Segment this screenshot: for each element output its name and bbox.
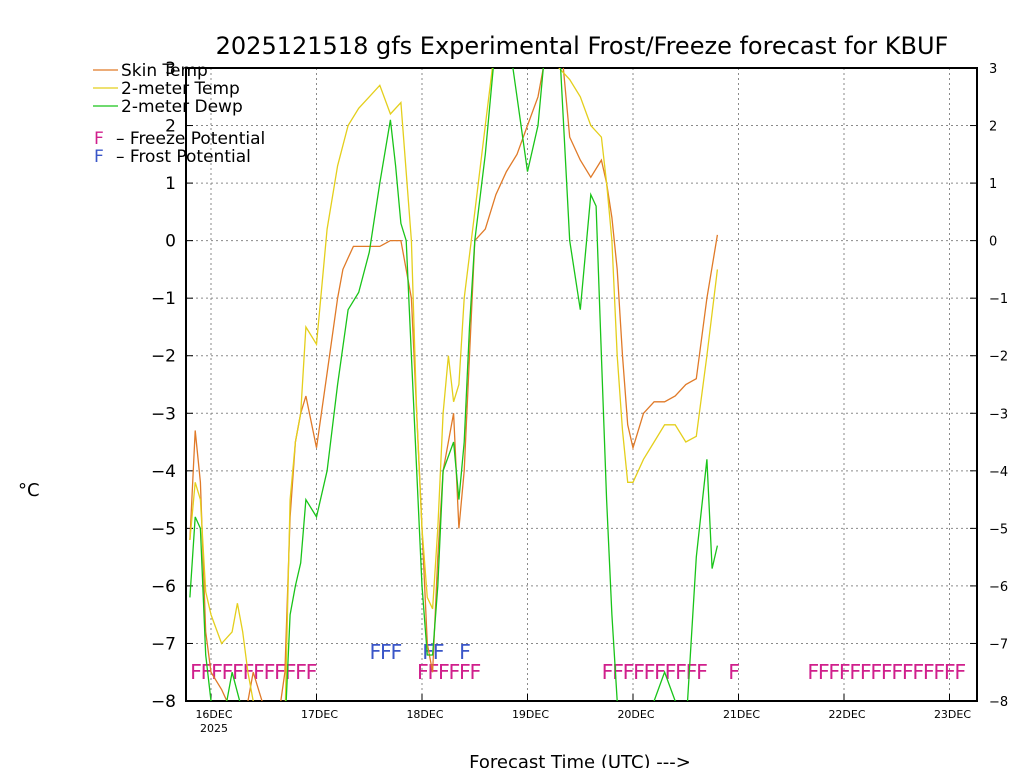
y-tick-label-right: −6 — [989, 580, 1008, 595]
y-tick-label: −4 — [151, 462, 176, 482]
flag-mark-freeze-potential: F — [459, 660, 471, 684]
y-tick-label-right: −2 — [989, 350, 1008, 365]
y-tick-label: −2 — [151, 347, 176, 367]
x-tick-label: 19DEC — [512, 708, 549, 721]
x-tick-sublabel: 2025 — [200, 722, 228, 735]
flag-mark-freeze-potential: F — [891, 660, 903, 684]
flag-mark-frost-potential: F — [369, 640, 381, 664]
flag-legend-symbol: F — [94, 129, 104, 149]
x-tick-label: 16DEC — [195, 708, 232, 721]
y-tick-label-right: −3 — [989, 407, 1008, 422]
y-tick-label: −5 — [151, 519, 176, 539]
series-line-skin-temp — [189, 68, 719, 701]
flag-mark-freeze-potential: F — [633, 660, 645, 684]
y-tick-label: −3 — [151, 404, 176, 424]
legend-label: Skin Temp — [121, 61, 208, 81]
flag-mark-freeze-potential: F — [295, 660, 307, 684]
plot-frame — [185, 67, 978, 702]
y-tick-label: −8 — [151, 692, 176, 712]
x-tick-label: 20DEC — [617, 708, 654, 721]
flag-mark-freeze-potential: F — [728, 660, 740, 684]
flag-mark-freeze-potential: F — [923, 660, 935, 684]
flag-mark-freeze-potential: F — [232, 660, 244, 684]
flag-mark-freeze-potential: F — [622, 660, 634, 684]
series-line-2-meter-dewp — [189, 68, 719, 701]
flag-mark-freeze-potential: F — [860, 660, 872, 684]
flag-mark-freeze-potential: F — [912, 660, 924, 684]
y-tick-label-right: 2 — [989, 120, 997, 135]
flag-mark-frost-potential: F — [380, 640, 392, 664]
y-tick-label-right: −1 — [989, 292, 1008, 307]
flag-mark-freeze-potential: F — [211, 660, 223, 684]
y-axis-label: °C — [18, 480, 40, 501]
x-tick-label: 23DEC — [934, 708, 971, 721]
y-tick-labels-left: 3 2 1 0 −1 −2 −3 −4 −5 −6 −7 −8 — [151, 59, 176, 712]
flag-mark-freeze-potential: F — [601, 660, 613, 684]
x-tick-label: 22DEC — [828, 708, 865, 721]
flag-mark-freeze-potential: F — [807, 660, 819, 684]
flag-mark-freeze-potential: F — [263, 660, 275, 684]
y-tick-label-right: 3 — [989, 62, 997, 77]
y-tick-label-right: 0 — [989, 235, 997, 250]
flag-mark-freeze-potential: F — [870, 660, 882, 684]
flag-mark-freeze-potential: F — [849, 660, 861, 684]
series-lines — [189, 68, 719, 701]
flag-mark-freeze-potential: F — [881, 660, 893, 684]
flag-mark-freeze-potential: F — [818, 660, 830, 684]
x-tick-label: 18DEC — [406, 708, 443, 721]
x-tick-label: 21DEC — [723, 708, 760, 721]
y-tick-label: 1 — [165, 174, 176, 194]
y-tick-label: 3 — [165, 59, 176, 79]
flag-legend-label: – Frost Potential — [116, 147, 251, 167]
y-tick-label-right: −5 — [989, 522, 1008, 537]
flag-mark-freeze-potential: F — [448, 660, 460, 684]
flag-mark-frost-potential: F — [459, 640, 471, 664]
y-tick-label: −7 — [151, 634, 176, 654]
flag-legend-symbol: F — [94, 147, 104, 167]
flag-mark-freeze-potential: F — [675, 660, 687, 684]
y-tick-label: 2 — [165, 117, 176, 137]
flag-legend-label: – Freeze Potential — [116, 129, 265, 149]
flag-mark-freeze-potential: F — [954, 660, 966, 684]
flag-mark-freeze-potential: F — [643, 660, 655, 684]
flag-mark-freeze-potential: F — [902, 660, 914, 684]
y-tick-labels-right: 3 2 1 0 −1 −2 −3 −4 −5 −6 −7 −8 — [989, 62, 1008, 710]
legend-label: 2-meter Dewp — [121, 97, 243, 117]
flag-mark-frost-potential: F — [422, 640, 434, 664]
chart-title: 2025121518 gfs Experimental Frost/Freeze… — [216, 32, 949, 60]
flag-mark-freeze-potential: F — [839, 660, 851, 684]
flag-mark-freeze-potential: F — [933, 660, 945, 684]
y-tick-label-right: 1 — [989, 177, 997, 192]
y-tick-label: −6 — [151, 577, 176, 597]
flag-mark-freeze-potential: F — [438, 660, 450, 684]
flag-mark-freeze-potential: F — [190, 660, 202, 684]
legend-label: 2-meter Temp — [121, 79, 240, 99]
flag-mark-freeze-potential: F — [200, 660, 212, 684]
flag-mark-freeze-potential: F — [253, 660, 265, 684]
flag-mark-frost-potential: F — [433, 640, 445, 664]
flag-mark-frost-potential: F — [390, 640, 402, 664]
x-axis-label: Forecast Time (UTC) ---> — [469, 752, 691, 768]
series-line-2-meter-temp — [189, 68, 719, 701]
flag-mark-freeze-potential: F — [417, 660, 429, 684]
flag-mark-freeze-potential: F — [469, 660, 481, 684]
y-tick-label-right: −8 — [989, 695, 1008, 710]
flag-mark-freeze-potential: F — [696, 660, 708, 684]
flag-mark-freeze-potential: F — [828, 660, 840, 684]
y-tick-label: −1 — [151, 289, 176, 309]
y-tick-label: 0 — [165, 232, 176, 252]
y-tick-label-right: −4 — [989, 465, 1008, 480]
flag-mark-freeze-potential: F — [944, 660, 956, 684]
y-tick-label-right: −7 — [989, 637, 1008, 652]
flag-mark-freeze-potential: F — [305, 660, 317, 684]
x-tick-label: 17DEC — [301, 708, 338, 721]
flag-mark-freeze-potential: F — [274, 660, 286, 684]
